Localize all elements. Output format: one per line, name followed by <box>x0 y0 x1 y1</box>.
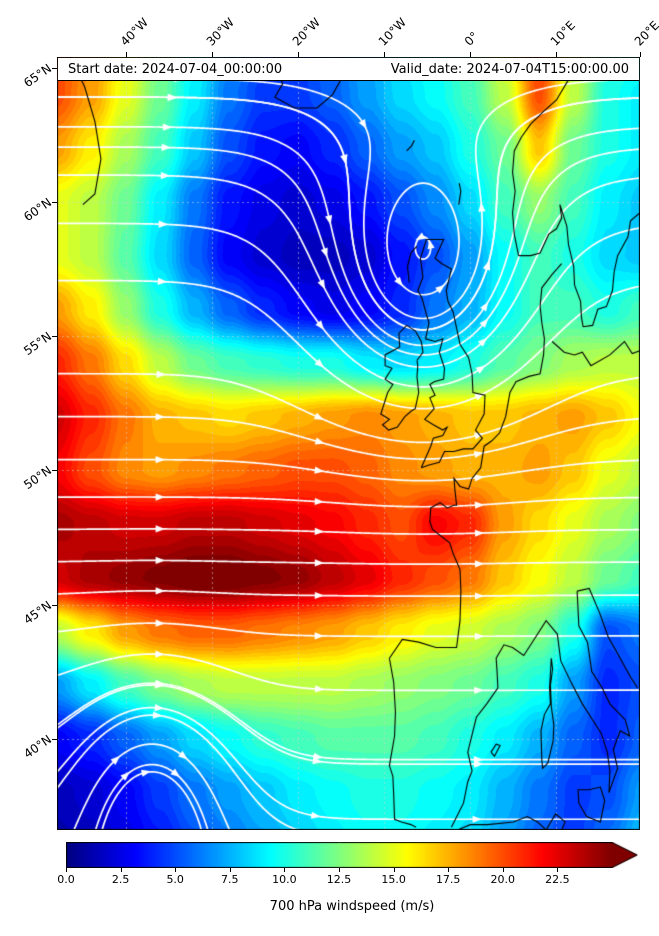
colorbar-tick-label: 5.0 <box>166 873 184 886</box>
colorbar-tick-mark <box>120 868 122 872</box>
colorbar-tick-label: 12.5 <box>326 873 352 886</box>
colorbar-tick-label: 15.0 <box>381 873 406 886</box>
colorbar-tick-mark <box>502 868 504 872</box>
colorbar-tick-mark <box>175 868 177 872</box>
y-tick-label: 60°N <box>21 195 55 225</box>
map-title-bar: Start date: 2024-07-04_00:00:00 Valid_da… <box>58 58 639 81</box>
valid-date-label: Valid_date: 2024-07-04T15:00:00.00 <box>390 61 629 77</box>
x-tick-mark <box>556 52 558 57</box>
x-tick-label: 10°W <box>375 15 410 49</box>
x-tick-label: 20°W <box>289 15 324 49</box>
map-plot: Start date: 2024-07-04_00:00:00 Valid_da… <box>57 57 640 830</box>
colorbar-tick-label: 0.0 <box>57 873 75 886</box>
x-tick-mark <box>640 52 641 57</box>
x-tick-mark <box>212 52 213 57</box>
y-tick-mark <box>52 336 57 338</box>
y-tick-label: 65°N <box>21 61 55 90</box>
y-tick-label: 50°N <box>21 463 55 493</box>
colorbar-tick-label: 10.0 <box>272 873 297 886</box>
x-tick-mark <box>384 52 386 57</box>
y-tick-label: 40°N <box>21 732 55 761</box>
x-tick-mark <box>470 52 472 57</box>
colorbar-tick-label: 2.5 <box>111 873 130 886</box>
colorbar-tick-label: 20.0 <box>490 873 516 886</box>
colorbar-tick-mark <box>229 868 231 872</box>
colorbar-tick-label: 22.5 <box>545 873 570 886</box>
y-tick-mark <box>52 738 57 740</box>
x-tick-label: 40°W <box>117 15 151 49</box>
x-tick-label: 20°E <box>631 18 659 49</box>
colorbar-tick-mark <box>448 868 450 872</box>
y-tick-label: 55°N <box>21 329 55 359</box>
colorbar-tick-mark <box>557 868 559 872</box>
colorbar-gradient <box>66 842 640 868</box>
x-tick-label: 30°W <box>203 15 238 49</box>
y-tick-mark <box>52 604 57 606</box>
colorbar-label: 700 hPa windspeed (m/s) <box>269 899 435 914</box>
colorbar-tick-label: 17.5 <box>435 873 461 886</box>
windspeed-map-canvas <box>57 57 640 830</box>
x-tick-label: 0° <box>462 29 482 49</box>
x-tick-mark <box>125 52 127 57</box>
x-tick-label: 10°E <box>548 18 579 49</box>
colorbar-tick-label: 7.5 <box>221 873 239 886</box>
colorbar-tick-mark <box>393 868 395 872</box>
colorbar-tick-mark <box>66 868 67 872</box>
y-tick-label: 45°N <box>21 597 55 627</box>
y-tick-mark <box>52 470 57 472</box>
y-tick-mark <box>52 67 57 69</box>
colorbar-tick-mark <box>284 868 286 872</box>
start-date-label: Start date: 2024-07-04_00:00:00 <box>68 61 283 77</box>
y-tick-mark <box>52 201 57 203</box>
x-tick-mark <box>298 52 300 57</box>
colorbar-tick-mark <box>339 868 340 872</box>
